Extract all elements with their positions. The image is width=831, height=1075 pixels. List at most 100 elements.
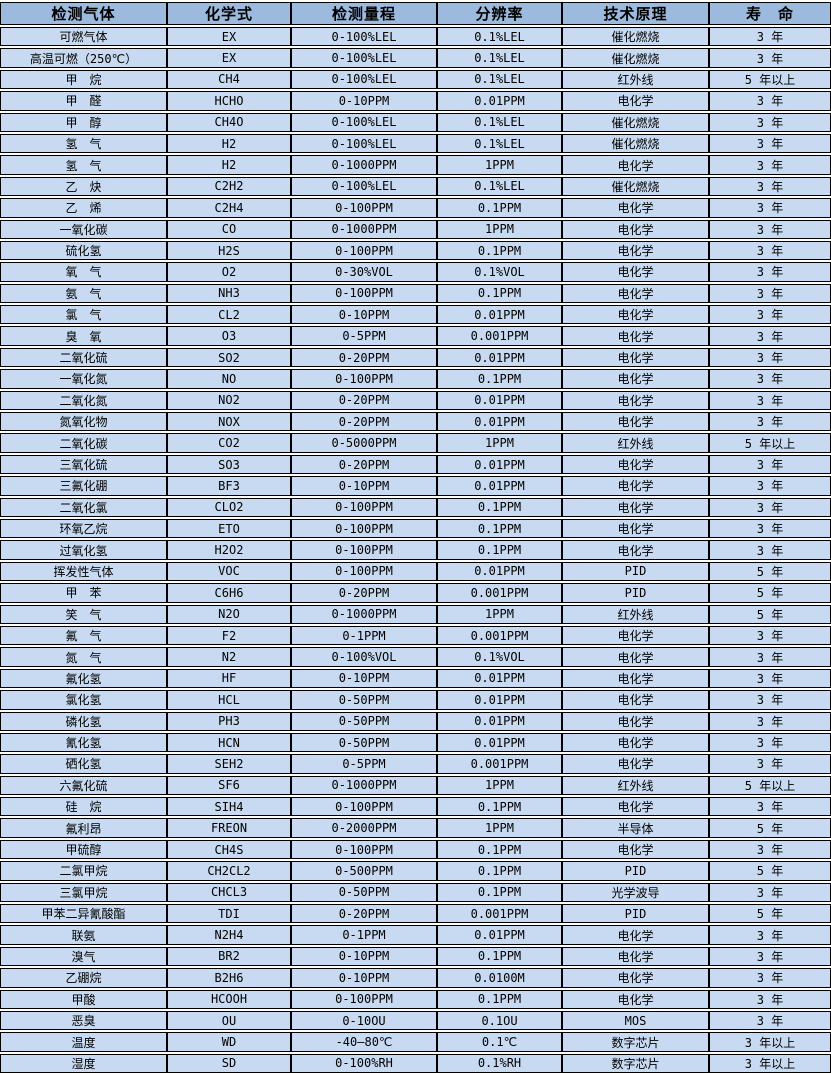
table-row: 氮 气 N2 0-100%VOL 0.1%VOL 电化学 3 年: [0, 647, 831, 667]
cell-lifespan: 3 年: [709, 497, 831, 517]
cell-resolution: 0.1PPM: [437, 240, 562, 261]
cell-resolution: 1PPM: [437, 219, 562, 239]
cell-tech-principle: 电化学: [562, 412, 709, 432]
table-row: 温度 WD -40—80℃ 0.1℃ 数字芯片 3 年以上: [0, 1032, 831, 1052]
cell-lifespan: 5 年: [709, 904, 831, 924]
cell-resolution: 0.01PPM: [437, 711, 562, 731]
cell-gas-name: 恶臭: [0, 1010, 167, 1031]
table-row: 氟化氢 HF 0-10PPM 0.01PPM 电化学 3 年: [0, 668, 831, 689]
cell-resolution: 0.001PPM: [437, 904, 562, 924]
cell-gas-name: 可燃气体: [0, 27, 167, 47]
cell-chemical-formula: O3: [167, 326, 291, 346]
cell-chemical-formula: TDI: [167, 904, 291, 924]
cell-tech-principle: 电化学: [562, 369, 709, 389]
cell-resolution: 0.01PPM: [437, 732, 562, 753]
cell-detection-range: 0-100PPM: [291, 518, 437, 539]
cell-lifespan: 5 年: [709, 818, 831, 838]
cell-lifespan: 3 年: [709, 968, 831, 988]
cell-gas-name: 氮氧化物: [0, 412, 167, 432]
cell-lifespan: 3 年: [709, 518, 831, 539]
cell-detection-range: 0-20PPM: [291, 390, 437, 411]
table-row: 硒化氢 SEH2 0-5PPM 0.001PPM 电化学 3 年: [0, 754, 831, 774]
cell-resolution: 0.1PPM: [437, 283, 562, 304]
cell-gas-name: 挥发性气体: [0, 561, 167, 582]
cell-chemical-formula: CHCL3: [167, 882, 291, 903]
cell-resolution: 0.01PPM: [437, 305, 562, 325]
cell-tech-principle: 光学波导: [562, 882, 709, 903]
cell-resolution: 0.01PPM: [437, 476, 562, 496]
cell-lifespan: 3 年: [709, 540, 831, 560]
cell-resolution: 0.1PPM: [437, 882, 562, 903]
cell-detection-range: 0-100PPM: [291, 283, 437, 304]
cell-detection-range: 0-100%LEL: [291, 176, 437, 197]
cell-tech-principle: 电化学: [562, 968, 709, 988]
cell-detection-range: 0-1000PPM: [291, 775, 437, 796]
cell-tech-principle: 电化学: [562, 262, 709, 282]
cell-chemical-formula: H2O2: [167, 540, 291, 560]
cell-lifespan: 3 年: [709, 48, 831, 68]
table-row: 甲硫醇 CH4S 0-100PPM 0.1PPM 电化学 3 年: [0, 839, 831, 860]
cell-resolution: 0.1PPM: [437, 540, 562, 560]
cell-resolution: 1PPM: [437, 818, 562, 838]
cell-resolution: 0.01PPM: [437, 925, 562, 945]
cell-resolution: 0.1PPM: [437, 989, 562, 1009]
cell-tech-principle: 电化学: [562, 625, 709, 646]
cell-gas-name: 三氟化硼: [0, 476, 167, 496]
cell-tech-principle: 电化学: [562, 219, 709, 239]
cell-lifespan: 3 年以上: [709, 1053, 831, 1074]
cell-chemical-formula: EX: [167, 27, 291, 47]
cell-detection-range: 0-50PPM: [291, 690, 437, 710]
cell-tech-principle: 红外线: [562, 604, 709, 624]
table-row: 甲 醇 CH4O 0-100%LEL 0.1%LEL 催化燃烧 3 年: [0, 112, 831, 132]
cell-lifespan: 3 年: [709, 155, 831, 175]
cell-chemical-formula: N2: [167, 647, 291, 667]
table-row: 可燃气体 EX 0-100%LEL 0.1%LEL 催化燃烧 3 年: [0, 27, 831, 47]
table-row: 六氟化硫 SF6 0-1000PPM 1PPM 红外线 5 年以上: [0, 775, 831, 796]
cell-tech-principle: 催化燃烧: [562, 112, 709, 132]
cell-tech-principle: 电化学: [562, 305, 709, 325]
cell-resolution: 0.1PPM: [437, 946, 562, 967]
cell-detection-range: 0-100PPM: [291, 369, 437, 389]
cell-detection-range: 0-10PPM: [291, 946, 437, 967]
cell-chemical-formula: CL2: [167, 305, 291, 325]
cell-detection-range: 0-20PPM: [291, 412, 437, 432]
cell-detection-range: 0-1PPM: [291, 625, 437, 646]
cell-tech-principle: 电化学: [562, 347, 709, 368]
cell-detection-range: 0-100PPM: [291, 839, 437, 860]
cell-detection-range: 0-100%LEL: [291, 27, 437, 47]
cell-chemical-formula: OU: [167, 1010, 291, 1031]
cell-gas-name: 氰化氢: [0, 732, 167, 753]
cell-gas-name: 三氯甲烷: [0, 882, 167, 903]
cell-tech-principle: 催化燃烧: [562, 176, 709, 197]
cell-resolution: 0.1PPM: [437, 497, 562, 517]
cell-chemical-formula: SO3: [167, 454, 291, 475]
header-cell-tech-principle: 技术原理: [562, 2, 709, 25]
cell-lifespan: 3 年: [709, 91, 831, 111]
cell-tech-principle: PID: [562, 904, 709, 924]
cell-resolution: 0.001PPM: [437, 326, 562, 346]
cell-detection-range: 0-100PPM: [291, 989, 437, 1009]
cell-gas-name: 六氟化硫: [0, 775, 167, 796]
cell-detection-range: 0-10OU: [291, 1010, 437, 1031]
cell-detection-range: 0-100PPM: [291, 797, 437, 817]
cell-resolution: 0.1OU: [437, 1010, 562, 1031]
cell-gas-name: 二氧化碳: [0, 433, 167, 453]
cell-tech-principle: 电化学: [562, 390, 709, 411]
table-row: 三氟化硼 BF3 0-10PPM 0.01PPM 电化学 3 年: [0, 476, 831, 496]
table-row: 挥发性气体 VOC 0-100PPM 0.01PPM PID 5 年: [0, 561, 831, 582]
cell-gas-name: 乙 炔: [0, 176, 167, 197]
cell-lifespan: 3 年: [709, 476, 831, 496]
cell-resolution: 0.1℃: [437, 1032, 562, 1052]
table-row: 硫化氢 H2S 0-100PPM 0.1PPM 电化学 3 年: [0, 240, 831, 261]
cell-chemical-formula: SD: [167, 1053, 291, 1074]
cell-chemical-formula: CH2CL2: [167, 861, 291, 881]
cell-lifespan: 3 年: [709, 647, 831, 667]
table-row: 甲酸 HCOOH 0-100PPM 0.1PPM 电化学 3 年: [0, 989, 831, 1009]
cell-lifespan: 5 年以上: [709, 69, 831, 90]
cell-gas-name: 氮 气: [0, 647, 167, 667]
cell-lifespan: 3 年: [709, 369, 831, 389]
cell-tech-principle: 电化学: [562, 198, 709, 218]
cell-chemical-formula: FREON: [167, 818, 291, 838]
table-row: 氢 气 H2 0-100%LEL 0.1%LEL 催化燃烧 3 年: [0, 133, 831, 154]
cell-detection-range: 0-100%LEL: [291, 48, 437, 68]
